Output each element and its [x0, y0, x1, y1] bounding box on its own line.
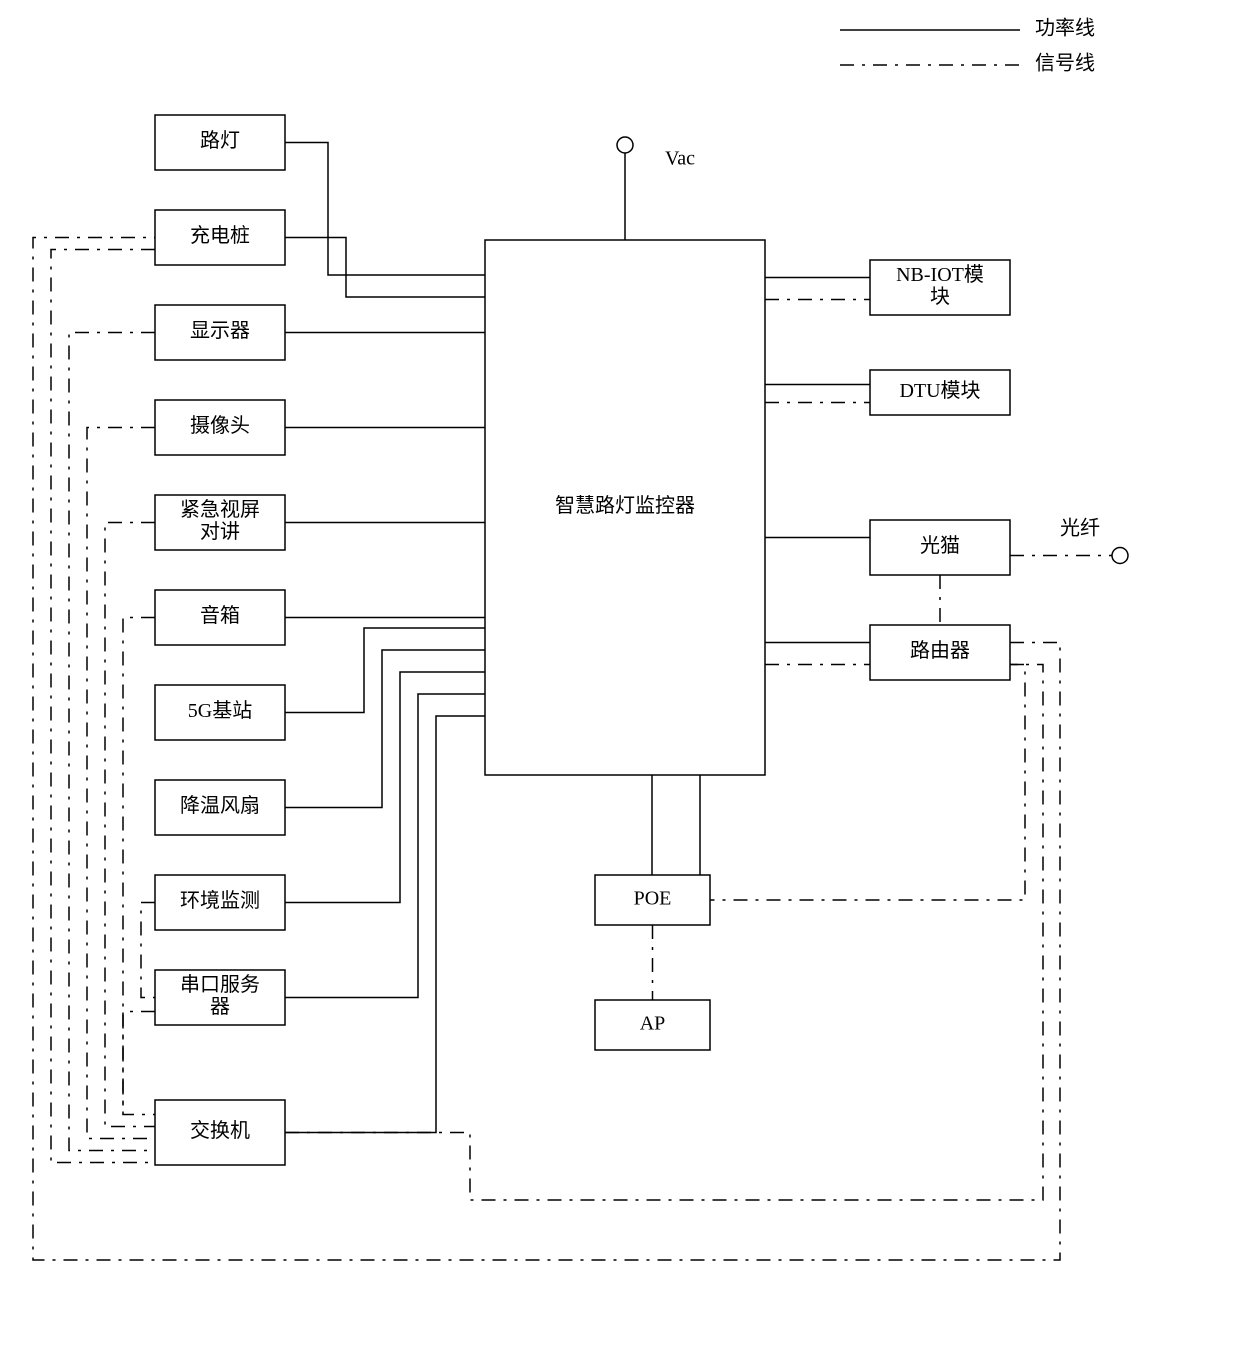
node-router-label: 路由器 [910, 639, 970, 662]
node-nbiot-label: 块 [930, 285, 950, 308]
vac-terminal [617, 137, 633, 153]
node-env-label: 环境监测 [180, 889, 260, 912]
fiber-label: 光纤 [1060, 517, 1100, 540]
legend-power-label: 功率线 [1035, 17, 1095, 40]
node-serial-label: 串口服务 [180, 973, 260, 996]
fiber-terminal [1112, 548, 1128, 564]
node-dtu-label: DTU模块 [899, 379, 980, 402]
node-intercom-label: 对讲 [200, 520, 240, 543]
legend-signal-label: 信号线 [1035, 52, 1095, 75]
node-lamp-label: 路灯 [200, 129, 240, 152]
node-bs5g-label: 5G基站 [188, 699, 252, 722]
node-display-label: 显示器 [190, 320, 250, 342]
node-speaker-label: 音箱 [200, 604, 240, 627]
node-ap-label: AP [640, 1013, 666, 1035]
node-camera-label: 摄像头 [190, 414, 250, 437]
node-poe-label: POE [634, 888, 672, 910]
controller-box-label: 智慧路灯监控器 [555, 494, 695, 517]
node-serial-label: 器 [210, 996, 230, 1018]
vac-label: Vac [665, 148, 695, 170]
node-modem-label: 光猫 [920, 534, 960, 557]
node-fan-label: 降温风扇 [180, 794, 260, 817]
node-intercom-label: 紧急视屏 [180, 498, 260, 521]
node-switch-label: 交换机 [190, 1119, 250, 1142]
block-diagram: 功率线信号线智慧路灯监控器 Vac 路灯充电桩显示器摄像头紧急视屏对讲音箱 5G基站降… [0, 0, 1240, 1349]
node-nbiot-label: NB-IOT模 [896, 263, 984, 286]
node-charger-label: 充电桩 [190, 224, 250, 247]
